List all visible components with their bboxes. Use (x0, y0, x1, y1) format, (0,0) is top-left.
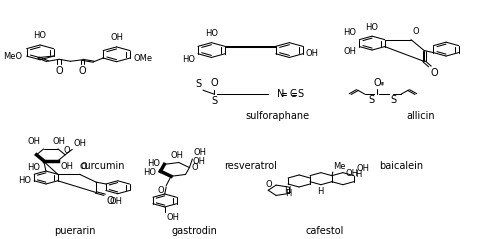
Text: OH: OH (346, 169, 359, 178)
Text: OH: OH (344, 47, 356, 56)
Text: O: O (78, 66, 86, 76)
Text: OH: OH (74, 139, 86, 148)
Text: OH: OH (166, 213, 179, 222)
Text: HO: HO (205, 29, 218, 38)
Text: O: O (106, 196, 114, 206)
Text: OH: OH (194, 148, 207, 157)
Text: S: S (298, 89, 304, 99)
Text: HO: HO (18, 176, 31, 185)
Text: HO: HO (27, 163, 40, 172)
Text: gastrodin: gastrodin (172, 226, 218, 236)
Text: OH: OH (192, 157, 205, 166)
Text: OH: OH (61, 162, 74, 171)
Text: O: O (412, 27, 419, 36)
Text: sulforaphane: sulforaphane (245, 111, 309, 121)
Text: OH: OH (171, 151, 184, 160)
Text: H: H (284, 186, 290, 195)
Text: HO: HO (34, 31, 46, 40)
Text: O: O (56, 66, 63, 76)
Text: O: O (192, 163, 198, 173)
Text: resveratrol: resveratrol (224, 161, 277, 171)
Text: OH: OH (52, 137, 66, 146)
Text: OH: OH (356, 164, 370, 173)
Text: -: - (381, 78, 384, 87)
Text: S: S (390, 95, 396, 105)
Text: S: S (369, 95, 375, 105)
Text: H: H (286, 189, 292, 198)
Text: O: O (431, 68, 438, 78)
Text: baicalein: baicalein (379, 161, 424, 171)
Text: OH: OH (28, 137, 40, 146)
Text: N: N (276, 89, 284, 99)
Text: O: O (158, 186, 164, 195)
Text: OH: OH (110, 196, 123, 206)
Text: HO: HO (182, 55, 196, 64)
Text: OH: OH (110, 33, 123, 42)
Text: S: S (196, 80, 202, 89)
Text: O: O (373, 78, 380, 88)
Text: allicin: allicin (406, 111, 435, 121)
Text: O: O (64, 146, 70, 155)
Text: OMe: OMe (134, 54, 153, 63)
Text: cafestol: cafestol (306, 226, 344, 236)
Text: C: C (289, 89, 296, 99)
Text: Me: Me (333, 163, 345, 172)
Text: O: O (210, 78, 218, 88)
Text: HO: HO (148, 159, 160, 168)
Text: S: S (212, 96, 218, 106)
Text: puerarin: puerarin (54, 226, 96, 236)
Text: HO: HO (344, 28, 356, 37)
Text: O: O (80, 163, 87, 172)
Text: MeO: MeO (4, 52, 22, 60)
Text: *: * (380, 82, 384, 91)
Text: OH: OH (306, 49, 318, 58)
Text: HO: HO (366, 23, 378, 32)
Text: curcumin: curcumin (79, 161, 124, 171)
Text: HO: HO (144, 168, 156, 177)
Text: H: H (356, 170, 362, 179)
Text: H: H (317, 187, 323, 196)
Text: O: O (266, 180, 272, 189)
